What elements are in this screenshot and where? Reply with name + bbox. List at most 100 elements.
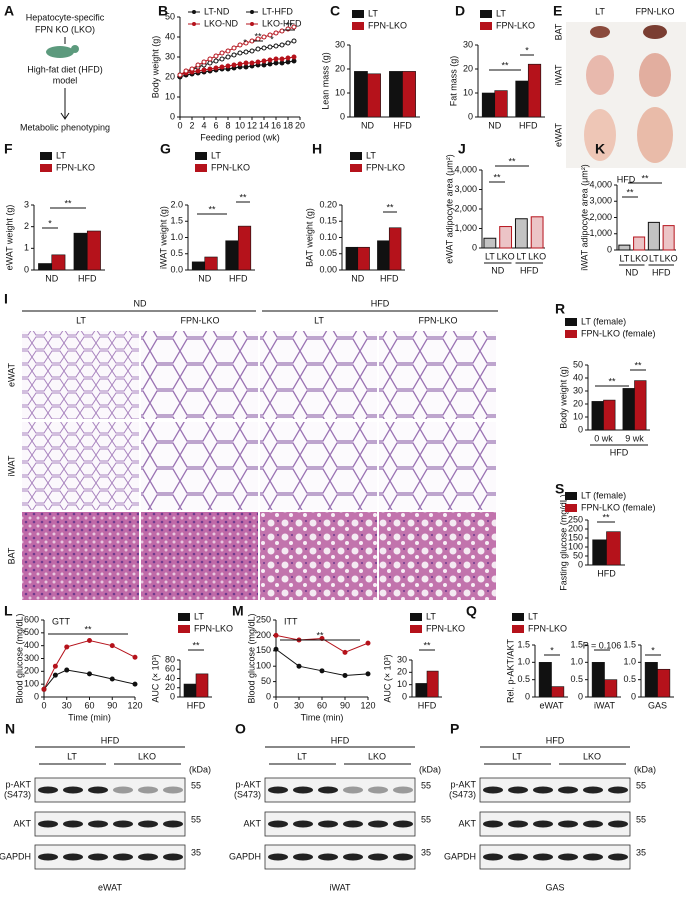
significance: ** xyxy=(634,360,642,370)
mouse-head xyxy=(71,45,79,53)
caption: HFD xyxy=(617,174,636,184)
y-axis-label: BAT weight (g) xyxy=(304,208,314,267)
row-label: AKT xyxy=(243,818,261,828)
bar xyxy=(483,237,497,249)
y-tick-label: 30 xyxy=(335,39,345,49)
band xyxy=(508,820,528,828)
schematic-text: Metabolic phenotyping xyxy=(20,122,110,132)
legend-swatch xyxy=(40,152,52,160)
tissue: eWAT xyxy=(98,882,123,892)
panel-label: L xyxy=(4,603,13,619)
data-point xyxy=(213,53,219,59)
bar xyxy=(657,668,671,698)
x-tick-label: ND xyxy=(361,120,374,130)
data-point xyxy=(207,56,213,62)
x-tick-label: 90 xyxy=(107,700,117,710)
data-point xyxy=(261,45,267,51)
data-point xyxy=(261,34,267,40)
y-tick-label: 4,000 xyxy=(589,179,612,189)
band xyxy=(88,853,108,861)
tissue xyxy=(637,107,673,163)
band xyxy=(508,853,528,861)
significance: ** xyxy=(508,156,516,166)
data-point xyxy=(365,640,371,646)
bar xyxy=(633,236,646,251)
data-point xyxy=(189,66,195,72)
x-tick-label: 14 xyxy=(259,120,269,130)
y-axis-label: Blood glucose (mg/dL) xyxy=(246,613,256,703)
y-tick-label: 0 xyxy=(578,559,583,569)
bar xyxy=(662,225,675,251)
significance: ** xyxy=(641,173,649,183)
marker: 55 xyxy=(636,780,646,790)
y-tick-label: 100 xyxy=(256,661,271,671)
significance: * xyxy=(525,45,529,55)
legend-label: LT xyxy=(56,150,66,160)
y-tick-label: 200 xyxy=(24,666,39,676)
lane-label: LKO xyxy=(138,751,156,761)
data-point xyxy=(243,40,249,46)
band xyxy=(483,853,503,861)
data-point xyxy=(41,686,47,692)
x-tick-label: HFD xyxy=(380,273,399,283)
data-point xyxy=(231,62,237,68)
lane-label: LKO xyxy=(368,751,386,761)
chart-title: GTT xyxy=(52,616,70,626)
unit: (kDa) xyxy=(189,764,211,774)
bar xyxy=(604,679,618,698)
bar xyxy=(389,71,403,118)
data-point xyxy=(291,38,297,44)
column-label: LT xyxy=(76,315,86,325)
x-tick-label: ND xyxy=(488,120,501,130)
significance: ** xyxy=(84,624,92,634)
group-label: ND xyxy=(491,265,504,275)
data-point xyxy=(195,62,201,68)
x-tick-label: 6 xyxy=(213,120,218,130)
y-tick-label: 3 xyxy=(24,199,29,209)
band xyxy=(368,853,388,861)
y-tick-label: 0 xyxy=(170,111,175,121)
significance: ** xyxy=(208,204,216,214)
significance: ** xyxy=(64,198,72,208)
y-tick-label: 3,000 xyxy=(589,196,612,206)
data-point xyxy=(109,643,115,649)
bar xyxy=(644,662,658,698)
panel-label: S xyxy=(555,481,564,497)
x-tick-label: LT xyxy=(649,253,659,263)
x-tick-label: 2 xyxy=(189,120,194,130)
legend-label: LT (female) xyxy=(581,490,626,500)
legend-swatch xyxy=(178,625,190,633)
tissue: iWAT xyxy=(330,882,351,892)
band xyxy=(583,786,603,794)
x-tick-label: ND xyxy=(351,273,364,283)
band xyxy=(508,786,528,794)
band xyxy=(38,820,58,828)
x-tick-label: HFD xyxy=(418,700,437,710)
group-label: ND xyxy=(625,267,638,277)
chart-title: ITT xyxy=(284,616,298,626)
band xyxy=(318,853,338,861)
data-point xyxy=(273,646,279,652)
panel-label: M xyxy=(232,603,244,619)
y-tick-label: 0 xyxy=(472,242,477,252)
y-tick-label: 0.5 xyxy=(517,674,530,684)
legend-swatch xyxy=(350,164,362,172)
significance: * xyxy=(550,645,554,655)
unit: (kDa) xyxy=(419,764,441,774)
data-point xyxy=(207,66,213,72)
y-tick-label: 3,000 xyxy=(454,184,477,194)
x-tick-label: LT xyxy=(619,253,629,263)
data-point xyxy=(342,672,348,678)
histology-image xyxy=(22,331,139,419)
histology-image xyxy=(260,422,377,510)
bar xyxy=(494,90,508,118)
column-label: FPN-LKO xyxy=(635,6,674,16)
band xyxy=(293,820,313,828)
y-tick-label: 50 xyxy=(261,676,271,686)
significance: ** xyxy=(501,60,509,70)
band xyxy=(393,853,413,861)
y-tick-label: 2,000 xyxy=(589,212,612,222)
x-tick-label: 120 xyxy=(360,700,375,710)
bar xyxy=(591,401,604,431)
